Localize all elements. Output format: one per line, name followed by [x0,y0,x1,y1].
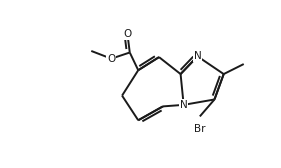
Text: N: N [180,100,187,110]
Text: O: O [123,29,132,39]
Text: O: O [107,54,115,64]
Text: Br: Br [194,124,206,135]
Text: N: N [194,51,201,61]
